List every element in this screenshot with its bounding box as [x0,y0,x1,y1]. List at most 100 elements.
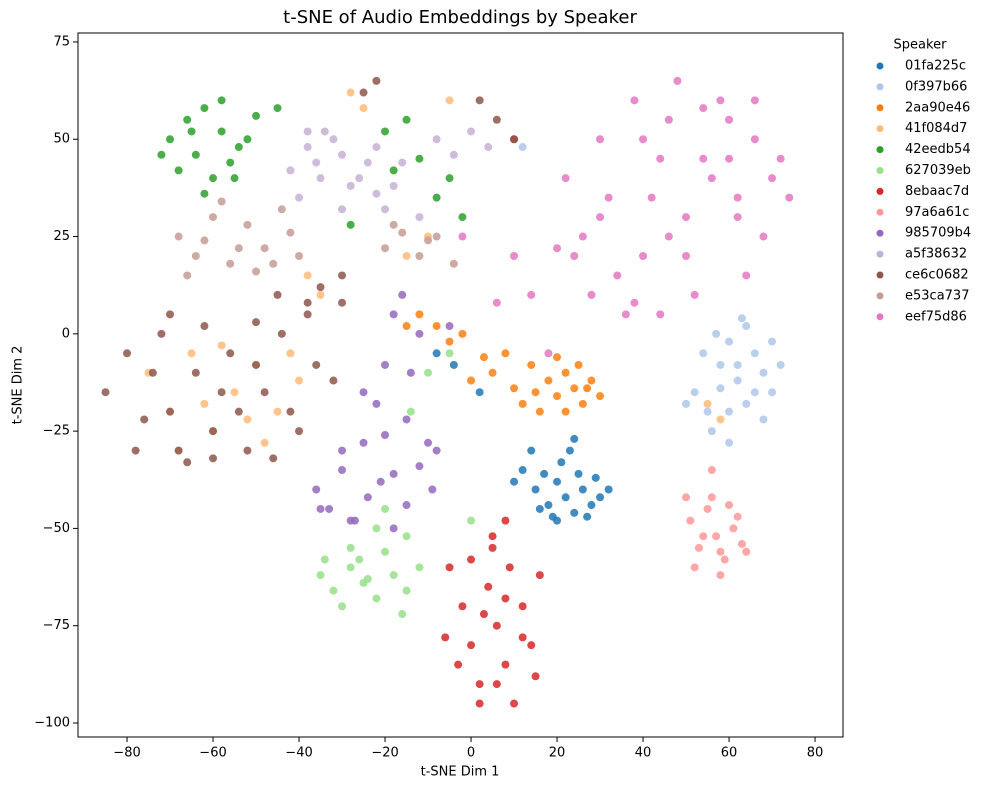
point [553,477,562,486]
point [759,368,768,377]
legend-label: 97a6a61c [905,205,969,220]
point [742,322,751,331]
point [673,76,682,85]
point [492,680,501,689]
point [415,329,424,338]
x-tick-label: 0 [467,746,475,761]
point [424,368,433,377]
legend-label: 985709b4 [905,226,971,241]
point [359,438,368,447]
point [209,454,218,463]
point [647,193,656,202]
point [441,633,450,642]
point [750,349,759,358]
point [303,127,312,136]
point [381,547,390,556]
point [682,251,691,260]
point [501,349,510,358]
point [303,271,312,280]
point [690,563,699,572]
point [316,174,325,183]
point [432,135,441,144]
point [381,244,390,253]
point [531,672,540,681]
point [269,454,278,463]
legend-marker [876,62,884,70]
point [750,135,759,144]
point [445,337,454,346]
point [260,388,269,397]
point [273,407,282,416]
point [252,360,261,369]
point [759,415,768,424]
point [312,360,321,369]
point [544,349,553,358]
point [217,341,226,350]
point [243,446,252,455]
point [372,76,381,85]
point [234,244,243,253]
point [372,399,381,408]
point [488,368,497,377]
point [398,610,407,619]
point [716,360,725,369]
point [123,349,132,358]
plot-frame [77,32,844,738]
y-tick-label: 50 [53,132,70,147]
legend-label: 41f084d7 [905,121,967,136]
point [535,571,544,580]
point [553,244,562,253]
point [527,641,536,650]
point [587,376,596,385]
point [570,434,579,443]
point [445,322,454,331]
point [415,251,424,260]
point [561,174,570,183]
point [346,516,355,525]
point [389,166,398,175]
x-tick-label: −40 [285,746,312,761]
point [518,143,527,152]
point [432,446,441,455]
legend-label: eef75d86 [905,309,967,324]
point [578,399,587,408]
point [273,104,282,113]
point [402,501,411,510]
point [295,376,304,385]
legend-marker [876,313,884,321]
point [363,574,372,583]
point [329,376,338,385]
point [355,174,364,183]
point [187,349,196,358]
point [768,388,777,397]
point [230,174,239,183]
point [467,641,476,650]
point [303,298,312,307]
point [776,154,785,163]
x-tick-label: 60 [721,746,738,761]
legend-label: ce6c0682 [905,268,969,283]
point [587,501,596,510]
point [381,431,390,440]
point [406,407,415,416]
point [415,563,424,572]
point [604,193,613,202]
point [428,485,437,494]
point [295,193,304,202]
point [372,594,381,603]
x-tick-label: −80 [113,746,140,761]
point [209,427,218,436]
point [574,360,583,369]
point [725,115,734,124]
point [449,259,458,268]
point [359,88,368,97]
point [243,135,252,144]
point [729,524,738,533]
point [716,384,725,393]
x-tick-label: 40 [635,746,652,761]
point [656,154,665,163]
point [166,135,175,144]
point [157,150,166,159]
point [703,504,712,513]
chart-title: t-SNE of Audio Embeddings by Speaker [283,7,637,28]
